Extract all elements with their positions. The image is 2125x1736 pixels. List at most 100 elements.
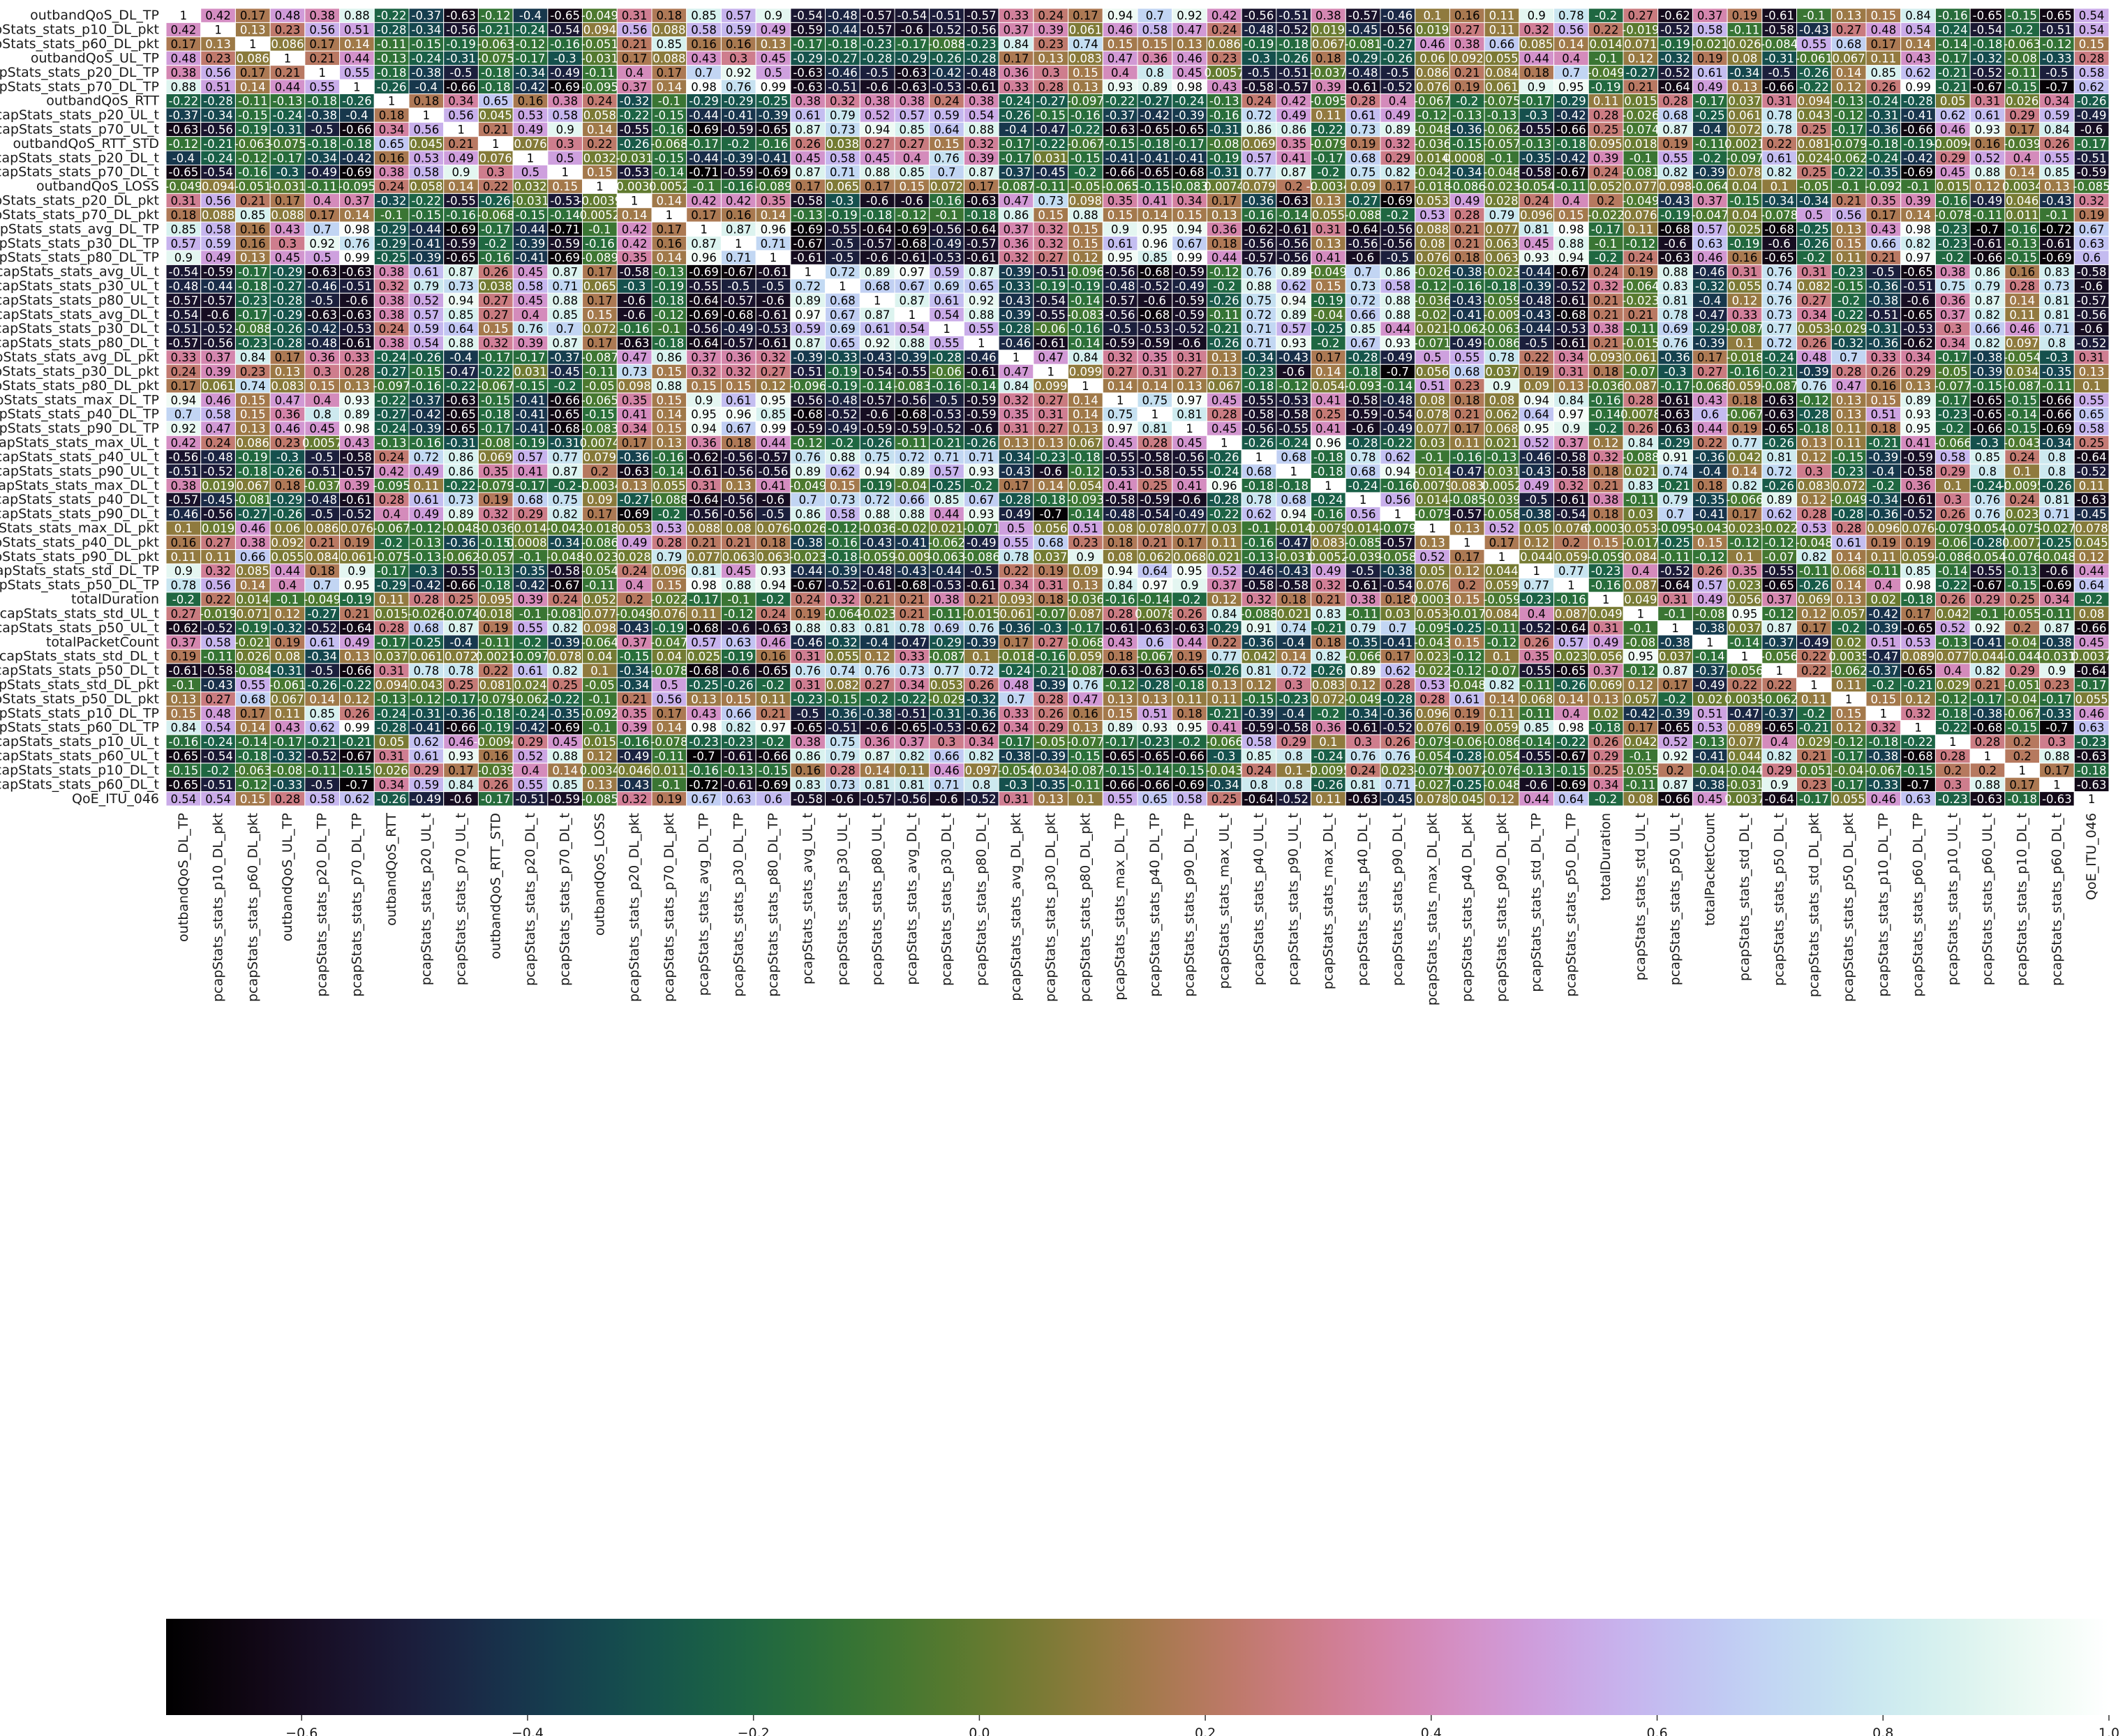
cell-value-label: 0.4	[278, 579, 297, 592]
cell-value-label: -0.45	[1348, 24, 1378, 37]
cell-value-label: -0.56	[1105, 308, 1135, 322]
cell-value-label: 0.82	[1801, 551, 1827, 564]
cell-value-label: 0.37	[1697, 195, 1723, 208]
cell-value-label: -0.14	[1140, 593, 1170, 606]
cell-value-label: -0.65	[1973, 408, 2003, 421]
cell-value-label: -0.23	[1938, 237, 1968, 250]
cell-value-label: -0.63	[307, 308, 337, 322]
cell-value-label: -0.26	[1244, 437, 1274, 450]
cell-value-label: 0.0079	[1308, 522, 1349, 535]
cell-value-label: 0.22	[1523, 351, 1549, 364]
cell-value-label: 0.26	[483, 266, 509, 279]
cell-value-label: -0.15	[585, 408, 615, 421]
cell-value-label: 0.19	[275, 636, 301, 649]
cell-value-label: 0.74	[1766, 280, 1792, 293]
cell-value-label: 0.028	[1485, 195, 1518, 208]
cell-value-label: -0.11	[1695, 137, 1725, 151]
cell-value-label: -0.14	[655, 465, 685, 478]
cell-value-label: -0.05	[1071, 180, 1101, 193]
cell-value-label: -0.53	[932, 579, 962, 592]
cell-value-label: -0.25	[932, 479, 962, 493]
cell-value-label: -0.54	[203, 166, 233, 179]
cell-value-label: -0.41	[724, 109, 754, 122]
cell-value-label: 0.53	[656, 522, 682, 535]
cell-value-label: -0.34	[307, 151, 337, 165]
cell-value-label: 0.15	[1073, 237, 1098, 250]
cell-value-label: -0.61	[1278, 223, 1308, 236]
cell-value-label: 0.11	[1489, 24, 1515, 37]
cell-value-label: 0.014	[1347, 522, 1380, 535]
cell-value-label: 0.099	[1034, 380, 1067, 393]
cell-value-label: -0.47	[1452, 465, 1482, 478]
cell-value-label: -0.14	[1278, 209, 1308, 222]
cell-value-label: -0.68	[897, 237, 927, 250]
cell-value-label: 0.32	[1558, 479, 1584, 493]
cell-value-label: -0.37	[550, 351, 580, 364]
cell-value-label: 0.25	[1801, 123, 1827, 136]
cell-value-label: 0.92	[309, 237, 335, 250]
cell-value-label: -0.19	[1903, 137, 1933, 151]
cell-value-label: 0.09	[1523, 380, 1549, 393]
cell-value-label: -0.29	[724, 95, 754, 108]
cell-value-label: -0.22	[446, 479, 476, 493]
cell-value-label: 0.18	[1281, 593, 1306, 606]
cell-value-label: -0.54	[1036, 294, 1066, 307]
cell-value-label: 0.014	[1590, 38, 1623, 51]
cell-value-label: -0.59	[724, 123, 754, 136]
cell-value-label: 0.56	[205, 195, 231, 208]
cell-value-label: 1	[1325, 479, 1332, 493]
cell-value-label: 0.34	[1905, 351, 1931, 364]
cell-value-label: 0.17	[275, 195, 301, 208]
cell-value-label: -0.28	[1903, 95, 1933, 108]
cell-value-label: -0.16	[655, 451, 685, 464]
cell-value-label: -0.31	[273, 123, 303, 136]
cell-value-label: -0.6	[345, 294, 368, 307]
cell-value-label: -0.18	[1313, 451, 1343, 464]
cell-value-label: -0.5	[762, 280, 784, 293]
cell-value-label: 0.0079	[1412, 479, 1453, 493]
cell-value-label: 0.34	[2044, 593, 2070, 606]
cell-value-label: -0.42	[516, 80, 546, 93]
cell-value-label: 0.97	[795, 308, 821, 322]
cell-value-label: 0.17	[2009, 123, 2035, 136]
cell-value-label: 0.33	[170, 351, 196, 364]
cell-value-label: 0.99	[344, 251, 370, 264]
cell-value-label: 0.37	[1940, 308, 1966, 322]
cell-value-label: -0.43	[897, 564, 927, 578]
cell-value-label: -0.48	[1244, 24, 1274, 37]
cell-value-label: 0.58	[830, 151, 856, 165]
cell-value-label: -0.34	[412, 24, 442, 37]
cell-value-label: 0.27	[1627, 9, 1653, 22]
cell-value-label: -0.062	[928, 536, 965, 549]
cell-value-label: 0.21	[1454, 66, 1480, 80]
cell-value-label: -0.41	[1140, 151, 1170, 165]
cell-value-label: 0.84	[1905, 9, 1931, 22]
cell-value-label: -0.69	[793, 223, 823, 236]
cell-value-label: 0.68	[1350, 465, 1376, 478]
cell-value-label: 0.87	[1766, 622, 1792, 635]
cell-value-label: -0.14	[1383, 380, 1413, 393]
cell-value-label: -0.079	[477, 479, 514, 493]
cell-value-label: -0.52	[1903, 508, 1933, 521]
cell-value-label: 0.086	[237, 52, 269, 65]
cell-value-label: -0.24	[412, 52, 442, 65]
cell-value-label: 0.45	[275, 251, 301, 264]
cell-value-label: 0.47	[622, 351, 648, 364]
cell-value-label: -0.22	[446, 380, 476, 393]
cell-value-label: 0.05	[1940, 95, 1966, 108]
cell-value-label: 0.086	[306, 522, 338, 535]
cell-value-label: -0.18	[1244, 479, 1274, 493]
cell-value-label: -0.55	[620, 123, 650, 136]
cell-value-label: -0.32	[273, 622, 303, 635]
cell-value-label: 0.14	[2009, 166, 2035, 179]
cell-value-label: 0.9	[1528, 80, 1546, 93]
cell-value-label: -0.63	[2077, 493, 2107, 507]
cell-value-label: 0.16	[726, 209, 752, 222]
cell-value-label: 0.79	[1350, 622, 1376, 635]
cell-value-label: 0.85	[761, 408, 786, 421]
cell-value-label: 0.076	[341, 522, 373, 535]
cell-value-label: 0.18	[379, 109, 405, 122]
cell-value-label: 0.14	[656, 80, 682, 93]
cell-value-label: -0.29	[1209, 622, 1239, 635]
cell-value-label: 0.28	[1108, 607, 1133, 620]
